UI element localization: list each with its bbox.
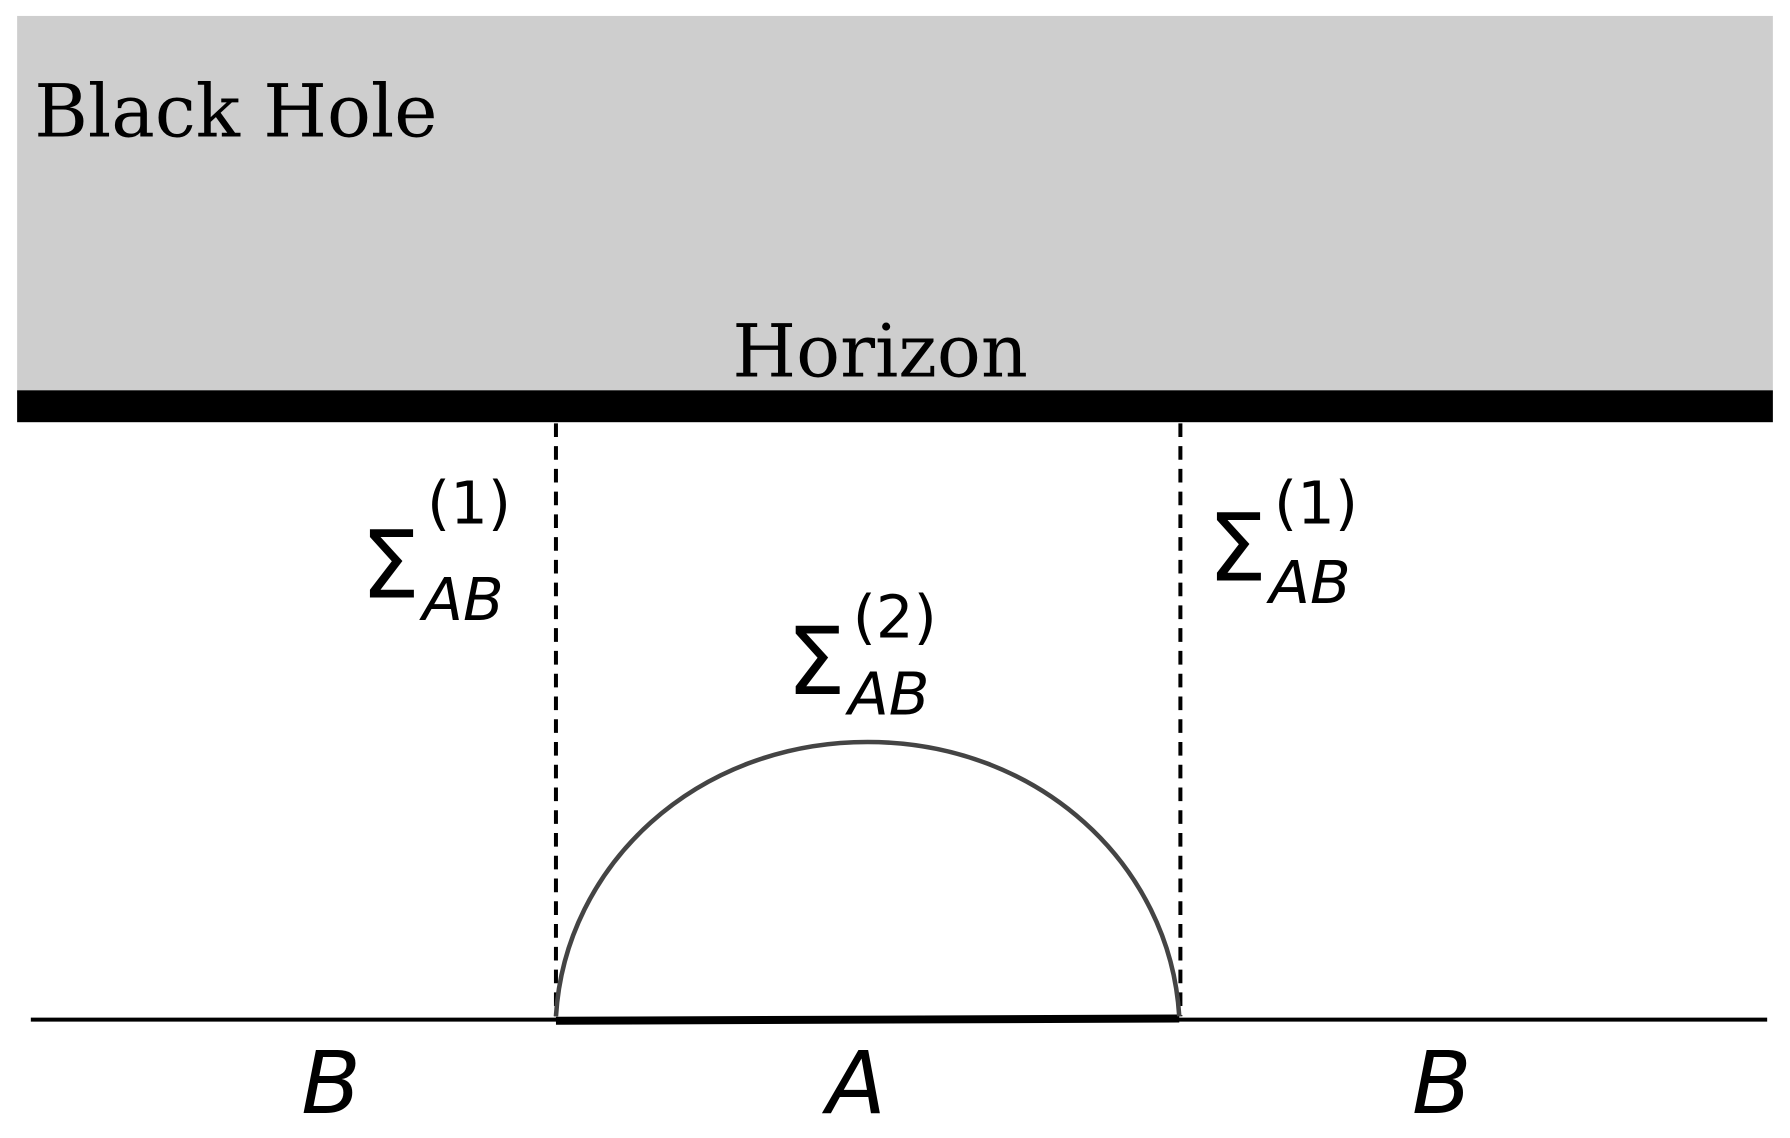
subscript: AB (418, 565, 503, 634)
surface-arc (553, 739, 1182, 1017)
label-a: A (822, 1034, 886, 1134)
horizon-line (17, 390, 1773, 423)
superscript: (1) (427, 469, 511, 538)
region-a-segment (555, 1014, 1180, 1025)
black-hole-region (17, 15, 1773, 394)
superscript: (1) (1274, 469, 1358, 538)
sigma-symbol: Σ (1208, 495, 1267, 604)
superscript: (2) (853, 582, 937, 651)
surface-label-center: Σ (2) AB (787, 582, 937, 728)
surface-label-right: Σ (1) AB (1208, 469, 1358, 618)
horizon-label: Horizon (732, 310, 1027, 395)
subscript: AB (1265, 548, 1350, 617)
subscript: AB (844, 660, 929, 729)
sigma-symbol: Σ (361, 512, 420, 621)
surface-label-left: Σ (1) AB (361, 469, 511, 635)
sigma-symbol: Σ (787, 608, 846, 717)
black-hole-label: Black Hole (34, 70, 437, 155)
label-b-right: B (1412, 1034, 1472, 1134)
label-b-left: B (301, 1034, 361, 1134)
